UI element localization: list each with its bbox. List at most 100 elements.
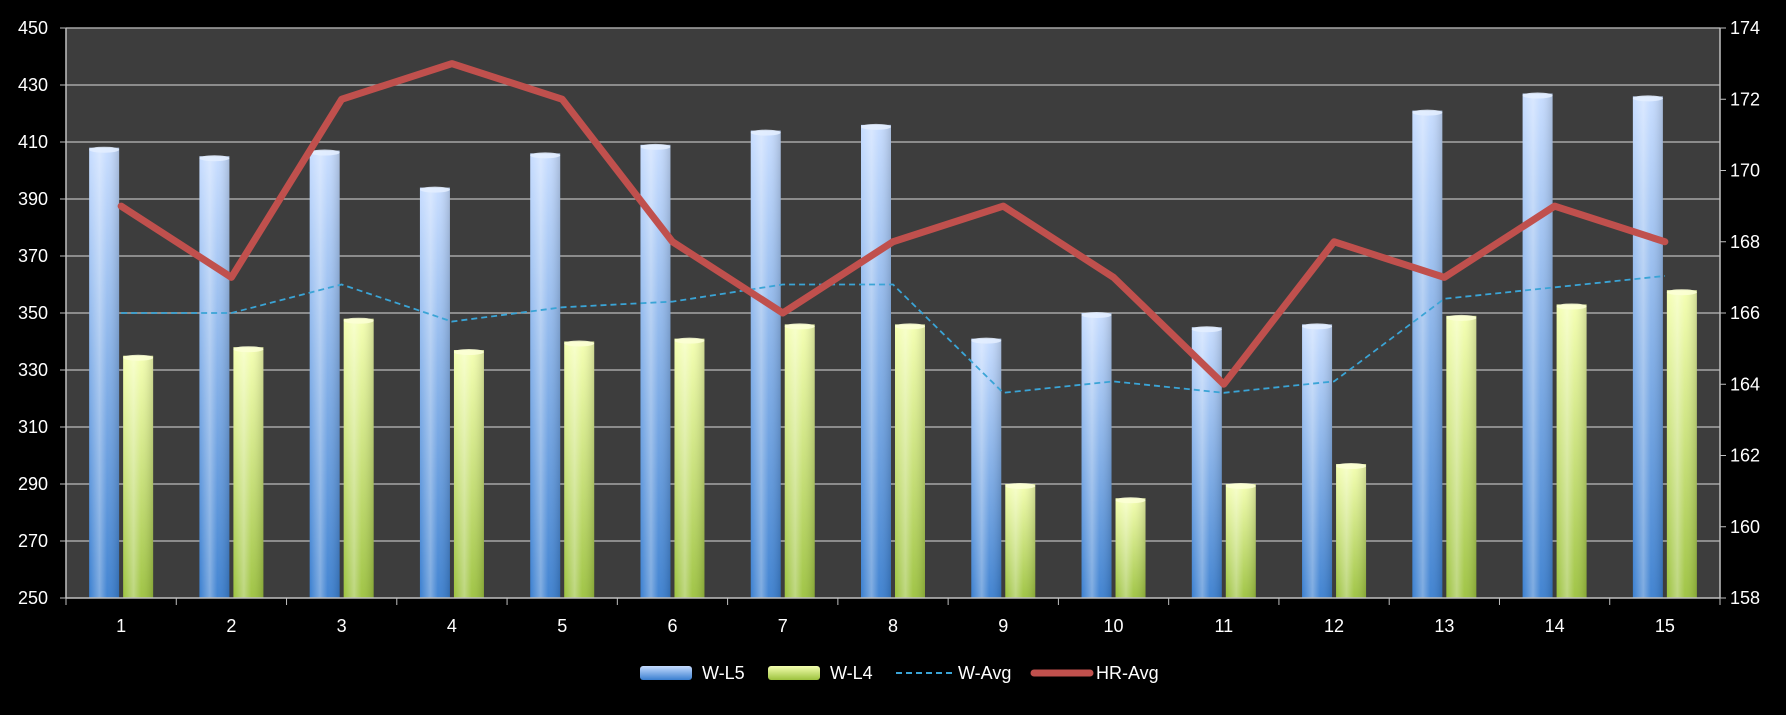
legend-w-avg-label: W-Avg [958,663,1011,683]
bar-cap [1336,463,1366,469]
bar-sheen [233,347,263,598]
y-right-tick-label: 172 [1730,89,1760,109]
bar-cap [89,147,119,153]
bar-sheen [123,356,153,598]
y-left-tick-label: 310 [18,417,48,437]
bar-sheen [89,148,119,598]
bar-sheen [454,350,484,598]
bar-cap [1226,483,1256,489]
bar-cap [971,338,1001,344]
bar-cap [1005,483,1035,489]
y-right-tick-label: 158 [1730,588,1760,608]
y-left-tick-label: 450 [18,18,48,38]
y-left-tick-label: 330 [18,360,48,380]
y-left-tick-label: 430 [18,75,48,95]
bar-sheen [344,319,374,598]
bar-cap [564,341,594,347]
bar-cap [1412,110,1442,116]
y-left-tick-label: 350 [18,303,48,323]
y-right-tick-label: 164 [1730,374,1760,394]
bar-sheen [674,339,704,598]
x-tick-label: 9 [998,616,1008,636]
x-tick-label: 8 [888,616,898,636]
bar-cap [1523,93,1553,99]
y-right-tick-label: 166 [1730,303,1760,323]
bar-sheen [1005,484,1035,598]
bar-sheen [751,131,781,598]
bar-cap [640,144,670,150]
legend-w-l5-swatch [640,666,692,680]
bar-sheen [1302,324,1332,598]
bar-sheen [564,342,594,599]
bar-sheen [1633,96,1663,598]
y-left-tick-label: 390 [18,189,48,209]
bar-sheen [199,156,229,598]
y-right-tick-label: 170 [1730,161,1760,181]
x-tick-label: 2 [226,616,236,636]
legend-hr-avg-label: HR-Avg [1096,663,1159,683]
x-tick-label: 14 [1545,616,1565,636]
bar-cap [751,130,781,136]
y-right-tick-label: 160 [1730,517,1760,537]
x-tick-label: 1 [116,616,126,636]
bar-cap [233,346,263,352]
x-tick-label: 7 [778,616,788,636]
bar-sheen [1667,290,1697,598]
bar-cap [1633,95,1663,101]
legend-w-l4-swatch [768,666,820,680]
bar-sheen [1336,464,1366,598]
bar-cap [1557,303,1587,309]
bar-cap [344,318,374,324]
x-tick-label: 4 [447,616,457,636]
bar-sheen [785,324,815,598]
bar-cap [1446,315,1476,321]
bar-sheen [640,145,670,598]
y-right-tick-label: 162 [1730,446,1760,466]
x-tick-label: 13 [1434,616,1454,636]
bar-cap [1082,312,1112,318]
bar-sheen [861,125,891,598]
bar-cap [123,355,153,361]
bar-cap [895,323,925,329]
y-right-tick-label: 174 [1730,18,1760,38]
x-tick-label: 11 [1214,616,1233,636]
y-left-tick-label: 250 [18,588,48,608]
bar-cap [310,150,340,156]
y-left-tick-label: 370 [18,246,48,266]
y-left-tick-label: 410 [18,132,48,152]
bar-cap [199,155,229,161]
bar-cap [674,338,704,344]
x-tick-label: 5 [557,616,567,636]
legend: W-L5 W-L4 W-Avg HR-Avg [640,663,1159,683]
legend-w-l4-label: W-L4 [830,663,873,683]
bar-cap [1192,326,1222,332]
bar-cap [1302,323,1332,329]
legend-w-l5-label: W-L5 [702,663,745,683]
bar-cap [785,323,815,329]
bar-sheen [1412,111,1442,598]
x-tick-label: 15 [1655,616,1675,636]
bar-sheen [1116,498,1146,598]
bar-cap [1667,289,1697,295]
y-left-tick-label: 270 [18,531,48,551]
bar-sheen [420,188,450,598]
bar-cap [420,187,450,193]
x-tick-label: 10 [1104,616,1124,636]
bar-sheen [530,153,560,598]
bar-sheen [310,151,340,598]
x-tick-label: 6 [667,616,677,636]
bar-sheen [1557,304,1587,598]
x-tick-label: 3 [337,616,347,636]
bar-cap [1116,497,1146,503]
bar-sheen [1082,313,1112,598]
y-left-tick-label: 290 [18,474,48,494]
x-tick-label: 12 [1324,616,1344,636]
bar-sheen [971,339,1001,598]
bar-cap [861,124,891,130]
bar-cap [454,349,484,355]
bar-cap [530,152,560,158]
bar-sheen [895,324,925,598]
bar-sheen [1446,316,1476,598]
